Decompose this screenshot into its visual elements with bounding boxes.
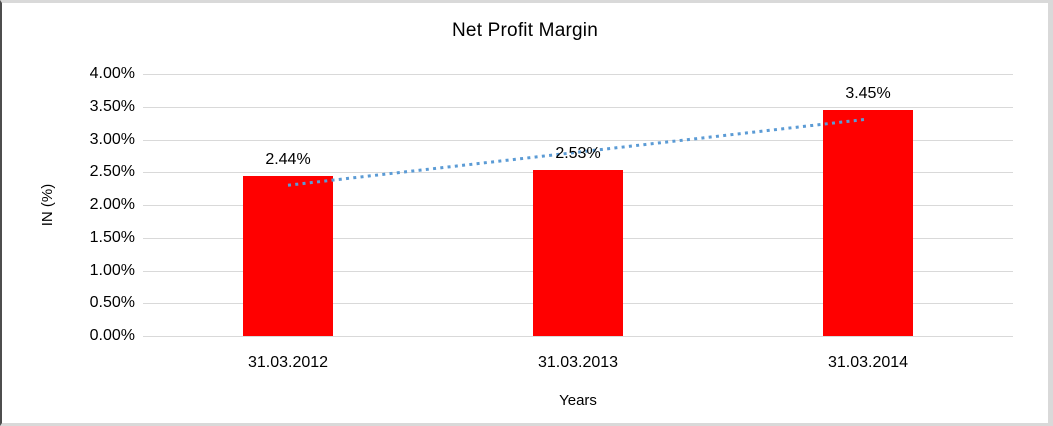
chart-title: Net Profit Margin [452, 20, 598, 41]
y-tick-label: 1.50% [89, 229, 135, 246]
y-tick-label: 2.50% [89, 163, 135, 180]
y-tick-label: 3.50% [89, 98, 135, 115]
y-tick-label: 3.00% [89, 131, 135, 148]
x-tick-label: 31.03.2013 [537, 354, 619, 371]
plot-area: 0.00% 0.50% 1.00% 1.50% 2.00% 2.50% 3.00% 3.50%… [2, 3, 1048, 423]
y-tick-label: 2.00% [89, 196, 135, 213]
bar [243, 176, 333, 336]
y-tick-label: 4.00% [89, 65, 135, 82]
x-tick-label: 31.03.2012 [247, 354, 329, 371]
bar [533, 170, 623, 336]
bar-value-label: 2.44% [265, 151, 311, 168]
x-axis-title: Years [559, 392, 597, 409]
gridline [143, 107, 1013, 108]
y-axis-title: IN (%) [39, 183, 56, 227]
bar-value-label: 2.53% [555, 145, 601, 162]
gridline [143, 336, 1013, 337]
y-tick-label: 1.00% [89, 262, 135, 279]
y-tick-label: 0.50% [89, 294, 135, 311]
gridline [143, 74, 1013, 75]
bar [823, 110, 913, 336]
x-tick-label: 31.03.2014 [827, 354, 909, 371]
bar-value-label: 3.45% [845, 85, 891, 102]
y-tick-label: 0.00% [89, 327, 135, 344]
